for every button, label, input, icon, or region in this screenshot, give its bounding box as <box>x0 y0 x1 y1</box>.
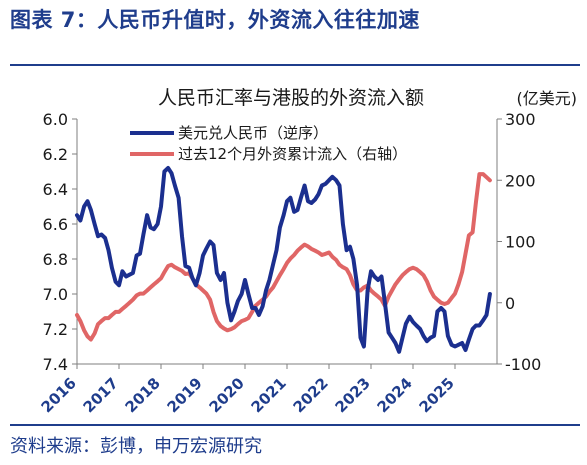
legend-item-flows-label: 过去12个月外资累计流入（右轴） <box>178 145 407 163</box>
series-group <box>75 166 492 354</box>
x-tick-label: 2019 <box>164 374 206 416</box>
series-line-flows <box>75 172 492 342</box>
right-tick-label: 0 <box>505 294 515 313</box>
chart-title: 人民币汇率与港股的外资流入额 <box>158 87 424 109</box>
x-tick-label: 2017 <box>80 374 122 416</box>
x-tick-label: 2025 <box>416 374 458 416</box>
left-tick-label: 6.6 <box>43 215 68 234</box>
legend-item-usdcny-label: 美元兑人民币（逆序） <box>178 124 328 142</box>
left-tick-label: 6.0 <box>43 110 68 129</box>
x-tick-label: 2021 <box>248 374 290 416</box>
left-tick-label: 6.4 <box>43 180 68 199</box>
left-tick-label: 7.4 <box>43 355 68 374</box>
series-line-usdcny <box>75 166 492 354</box>
footer-divider <box>10 424 580 426</box>
source-note: 资料来源：彭博，申万宏源研究 <box>10 436 262 457</box>
x-tick-label: 2016 <box>38 374 80 416</box>
x-tick-label: 2018 <box>122 374 164 416</box>
x-tick-label: 2020 <box>206 374 248 416</box>
left-tick-label: 6.8 <box>43 250 68 269</box>
left-tick-label: 7.2 <box>43 320 68 339</box>
right-axis-unit: (亿美元) <box>517 89 578 108</box>
x-tick-label: 2024 <box>374 374 416 416</box>
left-tick-label: 6.2 <box>43 145 68 164</box>
legend: 美元兑人民币（逆序） 过去12个月外资累计流入（右轴） <box>130 124 407 163</box>
right-tick-label: -100 <box>505 355 541 374</box>
right-tick-label: 100 <box>505 233 536 252</box>
x-tick-label: 2022 <box>290 374 332 416</box>
title-divider <box>10 64 580 66</box>
left-tick-label: 7.0 <box>43 285 68 304</box>
right-tick-label: 300 <box>505 110 536 129</box>
figure-title: 图表 7：人民币升值时，外资流入往往加速 <box>10 8 420 32</box>
right-tick-label: 200 <box>505 171 536 190</box>
x-tick-label: 2023 <box>332 374 374 416</box>
